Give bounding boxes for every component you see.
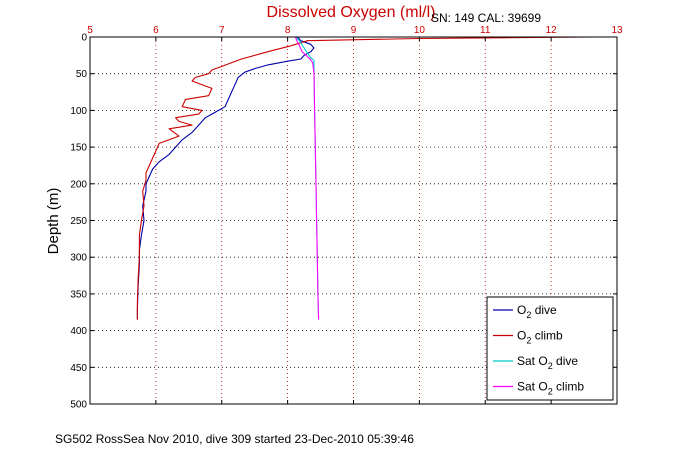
legend-label-o2_climb: O2 climb [517,329,563,346]
y-tick-label: 100 [70,106,87,117]
y-tick-label: 250 [70,216,87,227]
series-line-o2_dive [136,36,315,320]
axis-ticks: 5 6 7 8 9 10 11 12 13 0 50 100 150 200 250 300 350 400 450… [70,25,623,411]
x-tick-label: 12 [546,25,558,36]
y-tick-label: 150 [70,143,87,154]
y-tick-label: 400 [70,326,87,337]
legend-label-sat_dive: Sat O2 dive [517,354,578,371]
y-axis-label: Depth (m) [45,188,62,255]
y-tick-label: 350 [70,289,87,300]
series-line-sat_dive [295,36,320,320]
x-tick-label: 10 [414,25,426,36]
series-lines [136,36,591,320]
legend: O2 dive O2 climb Sat O2 dive Sat O2 climb [486,296,614,401]
series-line-sat_climb [294,36,320,320]
x-tick-label: 6 [153,25,159,36]
x-tick-label: 7 [219,25,225,36]
chart-title: Dissolved Oxygen (ml/l) [267,4,436,21]
y-tick-label: 450 [70,363,87,374]
x-tick-label: 9 [351,25,357,36]
legend-label-o2_dive: O2 dive [517,303,557,320]
y-tick-label: 300 [70,253,87,264]
x-tick-label: 11 [480,25,491,36]
y-tick-label: 200 [70,179,87,190]
series-line-o2_climb [136,36,591,320]
y-tick-label: 500 [70,400,87,411]
y-tick-label: 0 [81,33,87,44]
footer-caption: SG502 RossSea Nov 2010, dive 309 started… [55,432,414,446]
legend-box [486,296,614,401]
x-tick-label: 13 [611,25,623,36]
x-tick-label: 8 [285,25,291,36]
y-tick-label: 50 [76,69,88,80]
legend-label-sat_climb: Sat O2 climb [517,380,584,397]
x-tick-label: 5 [87,25,93,36]
chart-subtitle: SN: 149 CAL: 39699 [431,11,541,25]
